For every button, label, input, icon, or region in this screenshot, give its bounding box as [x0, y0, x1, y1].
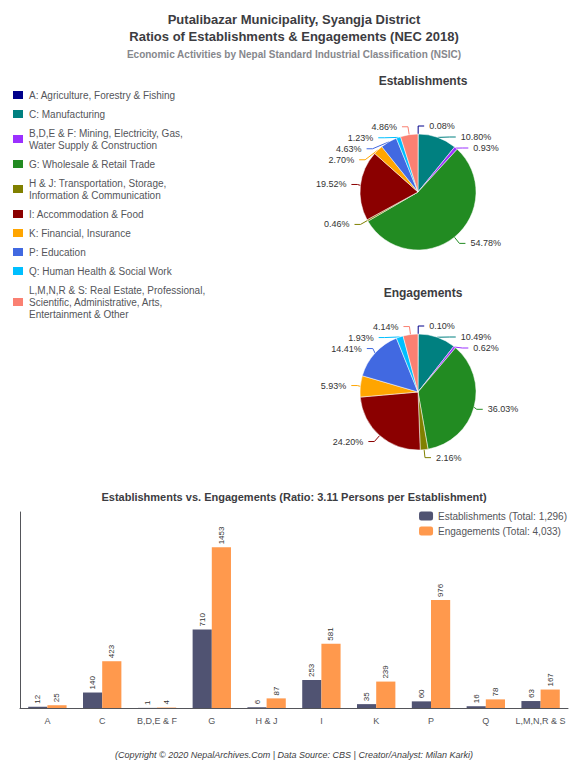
svg-text:B,D,E & F: Mining, Electricity: B,D,E & F: Mining, Electricity, Gas, [29, 128, 183, 139]
svg-text:24.20%: 24.20% [333, 437, 364, 447]
svg-text:P: P [428, 716, 434, 726]
svg-text:19.52%: 19.52% [316, 179, 347, 189]
svg-text:0.08%: 0.08% [429, 121, 455, 131]
svg-text:6: 6 [253, 699, 262, 704]
svg-text:I: Accommodation & Food: I: Accommodation & Food [29, 209, 144, 220]
svg-text:4.63%: 4.63% [336, 144, 362, 154]
svg-text:239: 239 [381, 665, 390, 679]
svg-text:1.23%: 1.23% [348, 133, 374, 143]
svg-text:1453: 1453 [217, 526, 226, 544]
svg-text:4.86%: 4.86% [371, 122, 397, 132]
svg-text:581: 581 [326, 627, 335, 641]
svg-text:B,D,E & F: B,D,E & F [137, 716, 178, 726]
svg-text:78: 78 [491, 687, 500, 696]
svg-text:(Copyright © 2020 NepalArchive: (Copyright © 2020 NepalArchives.Com | Da… [115, 750, 473, 760]
svg-text:1: 1 [143, 700, 152, 705]
svg-text:Q: Q [482, 716, 489, 726]
svg-text:10.49%: 10.49% [461, 332, 492, 342]
svg-text:1.93%: 1.93% [348, 333, 374, 343]
svg-text:A: A [44, 716, 50, 726]
svg-text:G: G [208, 716, 215, 726]
svg-text:Scientific, Administrative, Ar: Scientific, Administrative, Arts, [29, 297, 162, 308]
svg-text:2.16%: 2.16% [436, 453, 462, 463]
svg-text:25: 25 [52, 693, 61, 702]
svg-text:C: C [99, 716, 106, 726]
svg-text:0.10%: 0.10% [429, 321, 455, 331]
svg-text:K: K [373, 716, 379, 726]
svg-text:H & J: Transportation, Storage: H & J: Transportation, Storage, [29, 178, 166, 189]
svg-text:Establishments: Establishments [379, 74, 468, 88]
svg-text:4.14%: 4.14% [373, 322, 399, 332]
svg-text:Putalibazar Municipality, Syan: Putalibazar Municipality, Syangja Distri… [168, 12, 421, 27]
svg-text:253: 253 [307, 663, 316, 677]
svg-text:16: 16 [472, 694, 481, 703]
svg-text:L,M,N,R & S: Real Estate, Prof: L,M,N,R & S: Real Estate, Professional, [29, 285, 205, 296]
svg-text:63: 63 [527, 689, 536, 698]
svg-text:Q: Human Health & Social Work: Q: Human Health & Social Work [29, 266, 173, 277]
svg-text:K: Financial, Insurance: K: Financial, Insurance [29, 228, 131, 239]
svg-text:Economic Activities by Nepal S: Economic Activities by Nepal Standard In… [127, 49, 461, 60]
svg-text:36.03%: 36.03% [488, 404, 519, 414]
svg-text:2.70%: 2.70% [329, 155, 355, 165]
svg-text:Establishments vs. Engagements: Establishments vs. Engagements (Ratio: 3… [101, 491, 486, 503]
svg-text:710: 710 [198, 613, 207, 627]
svg-text:Entertainment & Other: Entertainment & Other [29, 309, 129, 320]
svg-text:0.62%: 0.62% [473, 343, 499, 353]
svg-text:10.80%: 10.80% [461, 132, 492, 142]
svg-text:0.46%: 0.46% [324, 219, 350, 229]
svg-text:14.41%: 14.41% [331, 344, 362, 354]
svg-text:140: 140 [88, 676, 97, 690]
svg-text:C: Manufacturing: C: Manufacturing [29, 109, 105, 120]
svg-text:P: Education: P: Education [29, 247, 86, 258]
svg-text:35: 35 [362, 692, 371, 701]
svg-text:Establishments (Total: 1,296): Establishments (Total: 1,296) [438, 511, 567, 522]
svg-text:G: Wholesale & Retail Trade: G: Wholesale & Retail Trade [29, 159, 156, 170]
svg-text:H & J: H & J [256, 716, 278, 726]
svg-text:0.93%: 0.93% [473, 143, 499, 153]
svg-text:Engagements (Total: 4,033): Engagements (Total: 4,033) [438, 526, 561, 537]
svg-text:976: 976 [436, 583, 445, 597]
svg-text:5.93%: 5.93% [321, 381, 347, 391]
svg-text:Information & Communication: Information & Communication [29, 190, 161, 201]
svg-text:L,M,N,R & S: L,M,N,R & S [516, 716, 566, 726]
svg-text:423: 423 [107, 644, 116, 658]
svg-text:Ratios of Establishments & Eng: Ratios of Establishments & Engagements (… [129, 29, 458, 44]
svg-text:A: Agriculture, Forestry & Fis: A: Agriculture, Forestry & Fishing [29, 90, 175, 101]
svg-text:167: 167 [546, 673, 555, 687]
svg-text:54.78%: 54.78% [470, 238, 501, 248]
svg-text:12: 12 [33, 694, 42, 703]
svg-text:4: 4 [162, 700, 171, 705]
svg-text:87: 87 [272, 686, 281, 695]
svg-text:I: I [320, 716, 323, 726]
svg-text:60: 60 [417, 689, 426, 698]
svg-text:Water Supply & Construction: Water Supply & Construction [29, 140, 157, 151]
svg-text:Engagements: Engagements [384, 286, 463, 300]
